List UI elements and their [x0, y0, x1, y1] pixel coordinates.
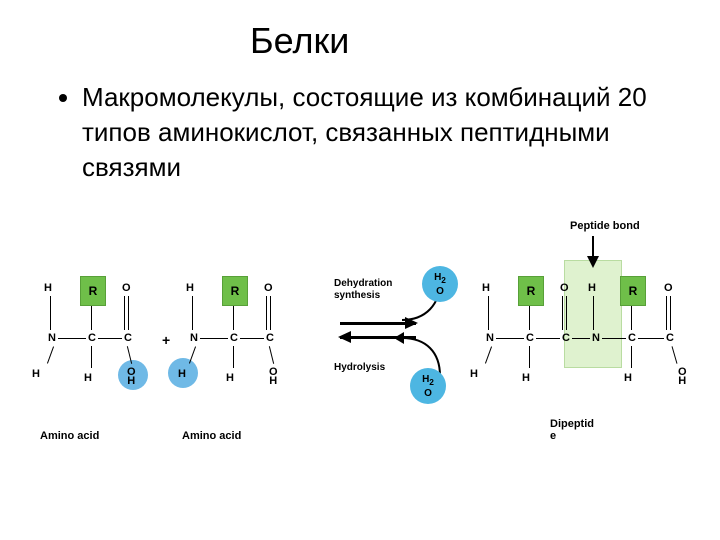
plus-sign: +	[162, 332, 170, 348]
atom-o: O	[664, 282, 673, 294]
amino-acid-label: Amino acid	[182, 430, 241, 442]
atom-o: O	[264, 282, 273, 294]
atom-n: N	[486, 332, 494, 344]
atom-h: H	[178, 368, 186, 380]
atom-c: C	[628, 332, 636, 344]
dipeptide-label: Dipeptide	[550, 418, 620, 442]
atom-c: C	[88, 332, 96, 344]
hydrolysis-label: Hydrolysis	[334, 362, 385, 374]
atom-n: N	[190, 332, 198, 344]
r-group: R	[222, 276, 248, 306]
atom-h: H	[44, 282, 52, 294]
atom-oh: OH	[269, 368, 278, 386]
atom-c: C	[124, 332, 132, 344]
atom-c: C	[266, 332, 274, 344]
atom-o: O	[560, 282, 569, 294]
dipeptide: R R H O H O N C C N C C H H H OH Dipepti…	[480, 280, 690, 410]
bullet-item: Макромолекулы, состоящие из комбинаций 2…	[82, 80, 660, 185]
atom-n: N	[48, 332, 56, 344]
atom-h: H	[522, 372, 530, 384]
atom-c: C	[666, 332, 674, 344]
atom-h: H	[32, 368, 40, 380]
atom-oh: OH	[678, 368, 687, 386]
atom-oh: OH	[127, 368, 136, 386]
atom-n: N	[592, 332, 600, 344]
amino-acid-1: R H O N C C H H OH Amino acid	[40, 280, 150, 410]
water-molecule-out: H2O	[422, 266, 458, 302]
atom-h: H	[470, 368, 478, 380]
amino-acid-label: Amino acid	[40, 430, 99, 442]
atom-h: H	[84, 372, 92, 384]
r-group: R	[80, 276, 106, 306]
atom-h: H	[226, 372, 234, 384]
atom-o: O	[122, 282, 131, 294]
peptide-bond-label: Peptide bond	[570, 220, 640, 232]
atom-c: C	[562, 332, 570, 344]
atom-h: H	[186, 282, 194, 294]
atom-h: H	[482, 282, 490, 294]
peptide-bond-diagram: Peptide bond R H O N C C H H OH Amino ac…	[20, 220, 700, 520]
water-molecule-in: H2O	[410, 368, 446, 404]
r-group: R	[518, 276, 544, 306]
atom-h: H	[588, 282, 596, 294]
bullet-list: Макромолекулы, состоящие из комбинаций 2…	[60, 80, 660, 185]
atom-c: C	[230, 332, 238, 344]
atom-h: H	[624, 372, 632, 384]
r-group: R	[620, 276, 646, 306]
atom-c: C	[526, 332, 534, 344]
peptide-bond-arrow	[592, 236, 594, 266]
amino-acid-2: R H O N C C H H OH Amino acid	[182, 280, 292, 410]
slide-title: Белки	[250, 20, 349, 62]
